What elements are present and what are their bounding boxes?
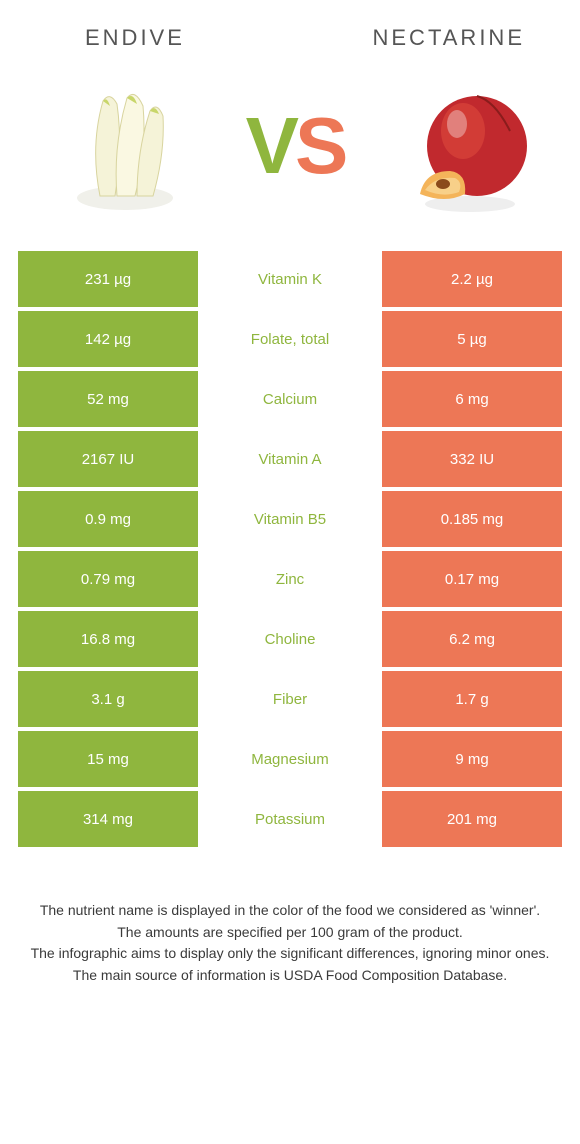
vs-v: V	[246, 101, 295, 190]
vs-s: S	[295, 101, 344, 190]
table-row: 314 mgPotassium201 mg	[18, 791, 562, 847]
table-row: 0.9 mgVitamin B50.185 mg	[18, 491, 562, 547]
table-row: 231 µgVitamin K2.2 µg	[18, 251, 562, 307]
value-right: 201 mg	[382, 791, 562, 847]
footer-line: The main source of information is USDA F…	[30, 966, 550, 986]
table-row: 142 µgFolate, total5 µg	[18, 311, 562, 367]
endive-icon	[55, 76, 195, 216]
value-left: 314 mg	[18, 791, 198, 847]
value-right: 0.185 mg	[382, 491, 562, 547]
vs-label: VS	[246, 100, 345, 192]
value-right: 0.17 mg	[382, 551, 562, 607]
nutrient-label: Vitamin B5	[198, 491, 382, 547]
nutrition-table: 231 µgVitamin K2.2 µg142 µgFolate, total…	[0, 251, 580, 847]
nutrient-label: Folate, total	[198, 311, 382, 367]
value-right: 5 µg	[382, 311, 562, 367]
value-left: 15 mg	[18, 731, 198, 787]
table-row: 15 mgMagnesium9 mg	[18, 731, 562, 787]
nutrient-label: Fiber	[198, 671, 382, 727]
value-left: 2167 IU	[18, 431, 198, 487]
value-left: 0.79 mg	[18, 551, 198, 607]
value-right: 6 mg	[382, 371, 562, 427]
value-right: 1.7 g	[382, 671, 562, 727]
nutrient-label: Zinc	[198, 551, 382, 607]
value-left: 52 mg	[18, 371, 198, 427]
footer-line: The infographic aims to display only the…	[30, 944, 550, 964]
table-row: 2167 IUVitamin A332 IU	[18, 431, 562, 487]
nutrient-label: Vitamin A	[198, 431, 382, 487]
value-right: 9 mg	[382, 731, 562, 787]
endive-image	[50, 71, 200, 221]
value-left: 3.1 g	[18, 671, 198, 727]
nectarine-image	[390, 71, 540, 221]
table-row: 16.8 mgCholine6.2 mg	[18, 611, 562, 667]
nutrient-label: Magnesium	[198, 731, 382, 787]
table-row: 3.1 gFiber1.7 g	[18, 671, 562, 727]
footer-line: The amounts are specified per 100 gram o…	[30, 923, 550, 943]
images-row: VS	[0, 61, 580, 251]
table-row: 0.79 mgZinc0.17 mg	[18, 551, 562, 607]
header-right: NECTARINE	[373, 25, 526, 51]
headers-row: ENDIVE NECTARINE	[0, 0, 580, 61]
value-left: 142 µg	[18, 311, 198, 367]
value-right: 2.2 µg	[382, 251, 562, 307]
footer-notes: The nutrient name is displayed in the co…	[0, 851, 580, 985]
nutrient-label: Choline	[198, 611, 382, 667]
nutrient-label: Vitamin K	[198, 251, 382, 307]
value-left: 231 µg	[18, 251, 198, 307]
header-left: ENDIVE	[85, 25, 185, 51]
nectarine-icon	[395, 76, 535, 216]
nutrient-label: Potassium	[198, 791, 382, 847]
table-row: 52 mgCalcium6 mg	[18, 371, 562, 427]
footer-line: The nutrient name is displayed in the co…	[30, 901, 550, 921]
value-left: 16.8 mg	[18, 611, 198, 667]
nutrient-label: Calcium	[198, 371, 382, 427]
value-right: 332 IU	[382, 431, 562, 487]
value-left: 0.9 mg	[18, 491, 198, 547]
value-right: 6.2 mg	[382, 611, 562, 667]
